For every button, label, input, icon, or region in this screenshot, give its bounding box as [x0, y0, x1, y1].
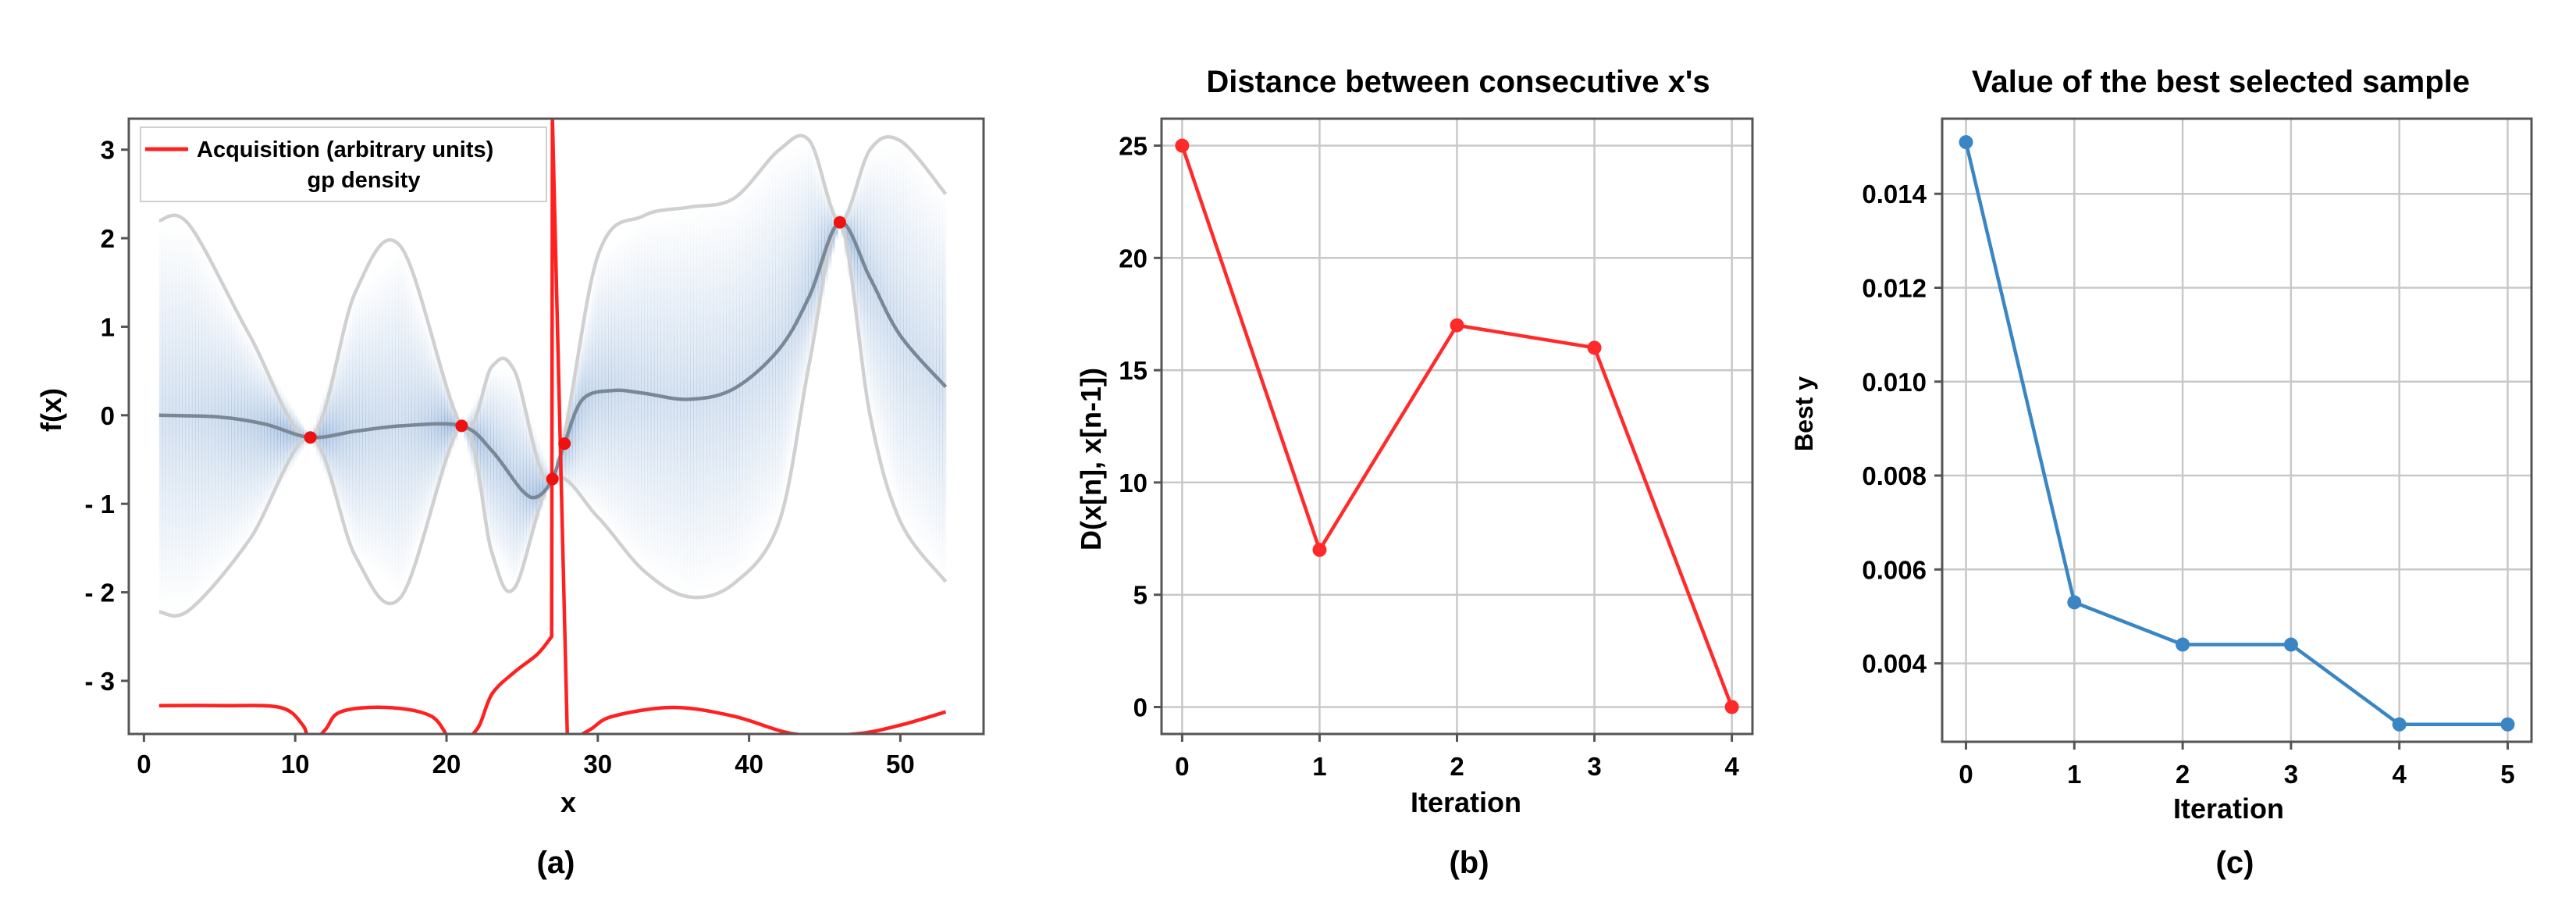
y-tick-label: 0.010	[1862, 368, 1927, 397]
panel-c-best-sample-chart: Value of the best selected sample 0 1 2 3 4 5…	[1790, 65, 2533, 880]
best-y-point	[2392, 717, 2407, 732]
panel-c-frame	[1941, 117, 2533, 743]
observation-point	[304, 431, 317, 444]
best-y-point	[2176, 637, 2190, 652]
best-y-series-line	[1964, 141, 2508, 726]
observation-point	[833, 216, 846, 229]
x-tick-label: 0	[1175, 752, 1189, 781]
y-tick-label: - 1	[84, 490, 115, 518]
panel-b-xlabel: Iteration	[1411, 786, 1521, 818]
distance-point	[1724, 700, 1739, 714]
best-y-point	[1959, 135, 1973, 150]
x-tick-label: 30	[583, 750, 612, 778]
y-tick-label: 0.014	[1862, 180, 1927, 208]
x-tick-label: 20	[432, 750, 461, 778]
panel-c-ylabel: Best y	[1790, 376, 1818, 451]
x-tick-label: 1	[1312, 752, 1326, 781]
x-tick-label: 2	[1450, 752, 1464, 781]
x-tick-label: 3	[1587, 752, 1601, 781]
x-tick-label: 2	[2176, 760, 2190, 789]
legend-acquisition-label: Acquisition (arbitrary units)	[197, 137, 493, 162]
panel-a-caption: (a)	[537, 846, 575, 880]
y-tick-label: 15	[1119, 356, 1147, 385]
x-tick-label: 40	[735, 750, 763, 778]
panel-b-ylabel: D(x[n], x[n-1])	[1075, 368, 1107, 550]
panel-a-xlabel: x	[560, 786, 576, 818]
y-tick-label: 25	[1119, 132, 1147, 161]
y-tick-label: 0	[101, 401, 115, 430]
y-tick-label: 3	[101, 136, 115, 165]
y-tick-label: 0.006	[1862, 555, 1927, 584]
best-y-point	[2500, 717, 2515, 732]
y-tick-label: 0.012	[1862, 273, 1927, 302]
panel-c-xlabel: Iteration	[2173, 793, 2284, 825]
y-tick-label: - 2	[84, 579, 115, 607]
y-tick-label: 1	[101, 312, 115, 341]
distance-point	[1175, 138, 1190, 153]
best-y-point	[2283, 637, 2298, 652]
observation-point	[558, 437, 571, 451]
panel-b-distance-chart: Distance between consecutive x's 0 1 2 3 4 0…	[1075, 65, 1754, 880]
y-tick-label: 5	[1133, 581, 1147, 610]
legend-gp-density-label: gp density	[307, 168, 420, 193]
acquisition-line	[158, 119, 947, 734]
panel-a-frame	[127, 117, 985, 736]
y-tick-label: 20	[1119, 244, 1147, 273]
panel-b-title: Distance between consecutive x's	[1206, 65, 1710, 99]
y-tick-label: 2	[101, 224, 115, 253]
distance-point	[1312, 543, 1327, 558]
y-tick-label: 0.004	[1862, 650, 1927, 679]
legend-box	[140, 126, 547, 202]
distance-point	[1587, 340, 1602, 355]
y-tick-label: 0	[1133, 693, 1147, 721]
y-tick-label: - 3	[84, 667, 115, 696]
observation-point	[546, 472, 559, 486]
x-tick-label: 10	[281, 750, 310, 778]
y-tick-label: 10	[1119, 468, 1147, 497]
observation-point	[455, 419, 468, 433]
panel-c-caption: (c)	[2216, 846, 2254, 880]
x-tick-label: 3	[2284, 760, 2298, 789]
x-tick-label: 5	[2500, 760, 2514, 789]
panel-b-caption: (b)	[1449, 846, 1489, 880]
panel-c-title: Value of the best selected sample	[1972, 65, 2470, 99]
x-tick-label: 4	[2393, 760, 2407, 789]
best-y-point	[2067, 595, 2082, 610]
x-tick-label: 50	[886, 750, 915, 778]
panel-a-ylabel: f(x)	[35, 388, 67, 432]
panel-a-legend: Acquisition (arbitrary units) gp density	[140, 126, 547, 202]
x-tick-label: 0	[137, 750, 151, 778]
x-tick-label: 4	[1724, 752, 1739, 781]
x-tick-label: 1	[2067, 760, 2081, 789]
distance-point	[1450, 318, 1464, 333]
gp-mean-line	[158, 220, 948, 500]
y-tick-label: 0.008	[1862, 461, 1927, 490]
x-tick-label: 0	[1959, 760, 1973, 789]
